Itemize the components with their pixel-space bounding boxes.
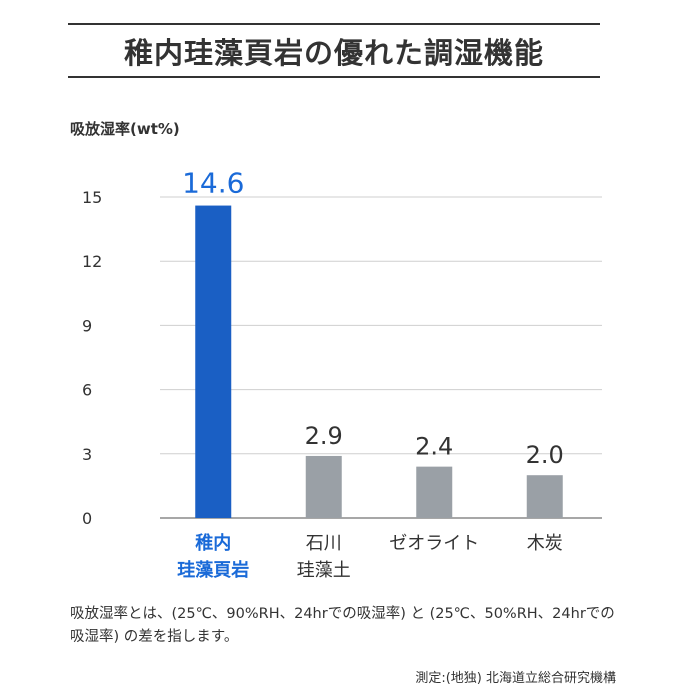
data-label: 2.4	[415, 433, 453, 461]
y-tick-label: 3	[82, 445, 92, 464]
bar	[305, 455, 342, 518]
data-label: 2.9	[305, 422, 343, 450]
y-tick-label: 0	[82, 509, 92, 528]
data-label: 14.6	[182, 167, 244, 200]
chart-title: 稚内珪藻頁岩の優れた調湿機能	[123, 36, 544, 70]
bar	[195, 205, 232, 518]
footnote: 吸放湿率とは、(25℃、90%RH、24hrでの吸湿率) と (25℃、50%R…	[70, 606, 615, 645]
y-tick-label: 6	[82, 381, 92, 400]
x-tick-label: 珪藻頁岩	[177, 559, 249, 581]
y-tick-label: 9	[82, 316, 92, 335]
bar	[416, 466, 453, 518]
data-label: 2.0	[526, 441, 564, 469]
y-tick-label: 12	[82, 252, 102, 271]
x-tick-label: 木炭	[527, 533, 563, 554]
x-tick-label: ゼオライト	[389, 533, 479, 554]
x-tick-label: 珪藻土	[297, 560, 351, 581]
x-tick-label: 稚内	[195, 532, 231, 554]
title-bottom-rule	[68, 76, 600, 78]
title-top-rule	[68, 23, 600, 25]
source-credit: 測定:(地独) 北海道立総合研究機構	[415, 671, 616, 686]
y-tick-label: 15	[82, 188, 102, 207]
x-tick-label: 石川	[306, 533, 342, 554]
bar	[526, 475, 563, 518]
y-axis-label: 吸放湿率(wt%)	[70, 120, 180, 138]
